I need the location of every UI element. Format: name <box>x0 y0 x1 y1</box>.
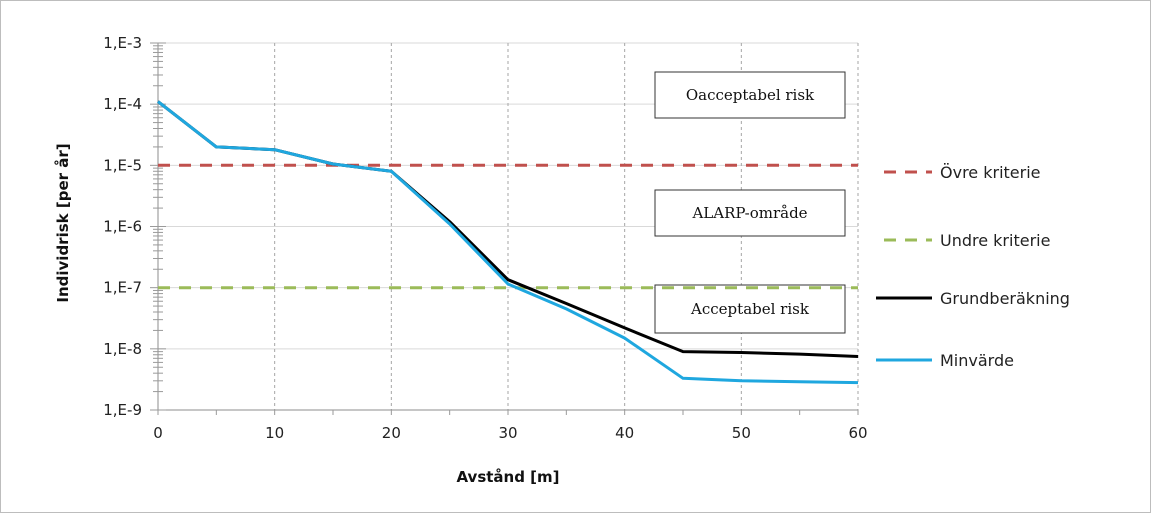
series-line <box>157 100 859 385</box>
x-tick-label: 30 <box>498 424 517 442</box>
annotation-box <box>654 284 846 334</box>
y-tick-label: 1,E-8 <box>103 340 142 358</box>
x-tick-label: 40 <box>615 424 634 442</box>
annotation-layer: Oacceptabel risk ALARP-område Acceptabel r… <box>654 71 846 334</box>
x-axis-title: Avstånd [m] <box>456 468 559 486</box>
legend-label: Undre kriterie <box>940 231 1050 250</box>
x-tick-label: 10 <box>265 424 284 442</box>
annotation-box <box>654 189 846 237</box>
y-tick-label: 1,E-5 <box>103 156 142 174</box>
y-tick-label: 1,E-4 <box>103 95 142 113</box>
legend-label: Grundberäkning <box>940 289 1070 308</box>
y-tick-label: 1,E-6 <box>103 218 142 236</box>
annotation-label: Acceptabel risk <box>690 300 810 318</box>
axes-layer: 1,E-3 1,E-4 1,E-5 1,E-6 1,E-7 1,E-8 1,E-9 0 10 20… <box>103 34 867 442</box>
y-axis-title: Individrisk [per år] <box>54 143 72 302</box>
x-tick-label: 60 <box>848 424 867 442</box>
x-tick-label: 50 <box>732 424 751 442</box>
annotation-box <box>654 71 846 119</box>
series-layer <box>157 100 859 385</box>
annotation-label: Oacceptabel risk <box>686 86 815 104</box>
y-tick-label: 1,E-7 <box>103 279 142 297</box>
legend-label: Minvärde <box>940 351 1014 370</box>
annotation-label: ALARP-område <box>691 204 807 222</box>
y-tick-label: 1,E-9 <box>103 401 142 419</box>
y-tick-label: 1,E-3 <box>103 34 142 52</box>
x-tick-label: 20 <box>382 424 401 442</box>
legend: Övre kriterie Undre kriterie Grundberäknin… <box>876 163 1070 370</box>
legend-label: Övre kriterie <box>940 163 1041 182</box>
x-tick-label: 0 <box>153 424 163 442</box>
